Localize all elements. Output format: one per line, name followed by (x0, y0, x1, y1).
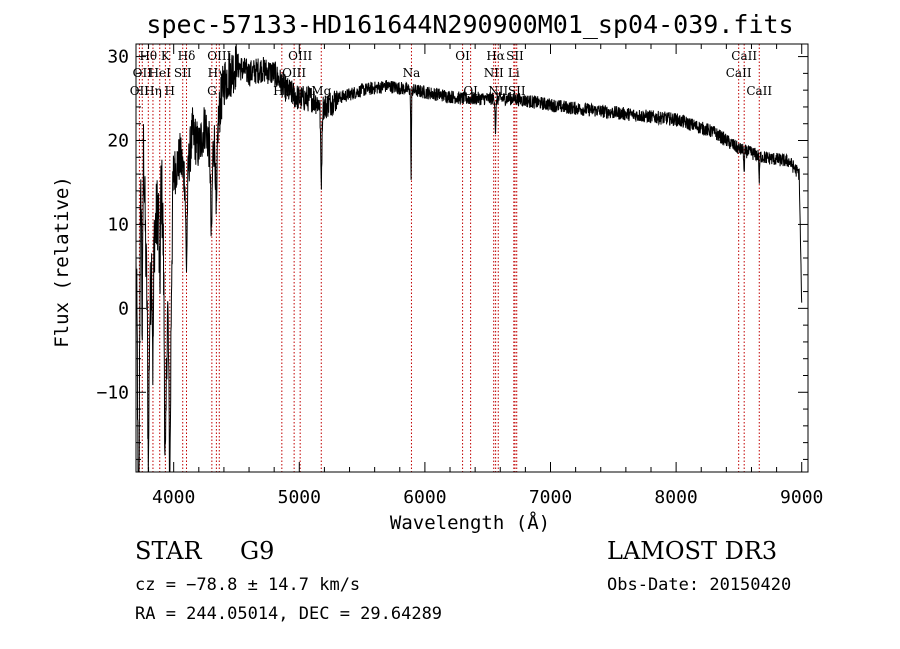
chart-title: spec-57133-HD161644N290900M01_sp04-039.f… (146, 10, 793, 39)
y-tick-label: 30 (107, 47, 129, 68)
line-label: G (207, 84, 217, 98)
line-label: Hθ (139, 49, 157, 63)
spectral-line-labels: OIIOIIHθHηHeIKHSIIHδGHγOIIIHβOIIIOIIIMgN… (130, 49, 773, 98)
line-label: NII (484, 66, 504, 80)
line-label: OIII (282, 66, 306, 80)
x-tick-label: 8000 (654, 487, 697, 508)
spectrum-flux-line (135, 43, 803, 473)
y-tick-label: 0 (118, 298, 129, 319)
line-label: SII (508, 84, 526, 98)
line-label: Li (508, 66, 520, 80)
line-label: Mg (311, 84, 331, 98)
observation-date: Obs-Date: 20150420 (607, 575, 791, 595)
x-tick-label: 9000 (780, 487, 823, 508)
redshift-cz: cz = −78.8 ± 14.7 km/s (135, 575, 360, 595)
object-subclass: G9 (240, 537, 274, 565)
y-tick-label: 10 (107, 214, 129, 235)
line-label: SII (174, 66, 192, 80)
line-label: OI (455, 49, 470, 63)
line-label: OIII (288, 49, 312, 63)
x-tick-label: 7000 (529, 487, 572, 508)
y-axis-ticks: −10 0 10 20 30 (96, 47, 808, 460)
survey-name: LAMOST DR3 (607, 537, 777, 565)
x-tick-label: 6000 (403, 487, 446, 508)
x-tick-label: 5000 (278, 487, 321, 508)
ra-dec-coordinates: RA = 244.05014, DEC = 29.64289 (135, 604, 442, 624)
line-label: Hδ (178, 49, 196, 63)
line-label: OIII (207, 49, 231, 63)
line-label: SII (506, 49, 524, 63)
y-tick-label: 20 (107, 131, 129, 152)
object-class: STAR (135, 537, 202, 565)
line-label: Hγ (208, 66, 226, 80)
y-tick-label: −10 (96, 382, 129, 403)
line-label: OII (133, 66, 153, 80)
x-axis-label: Wavelength (Å) (390, 511, 550, 534)
x-tick-label: 4000 (152, 487, 195, 508)
line-label: Hη (144, 84, 162, 98)
y-axis-label: Flux (relative) (51, 176, 73, 348)
spectral-line-markers (138, 44, 760, 472)
line-label: H (165, 84, 175, 98)
line-label: Na (403, 66, 421, 80)
line-label: OII (130, 84, 150, 98)
x-axis-ticks: 4000 5000 6000 7000 8000 9000 (148, 44, 823, 508)
line-label: Hα (486, 49, 505, 63)
line-label: CaII (746, 84, 772, 98)
plot-frame (135, 43, 809, 473)
line-label: CaII (726, 66, 752, 80)
line-label: HeI (149, 66, 172, 80)
line-label: CaII (731, 49, 757, 63)
line-label: K (161, 49, 171, 63)
